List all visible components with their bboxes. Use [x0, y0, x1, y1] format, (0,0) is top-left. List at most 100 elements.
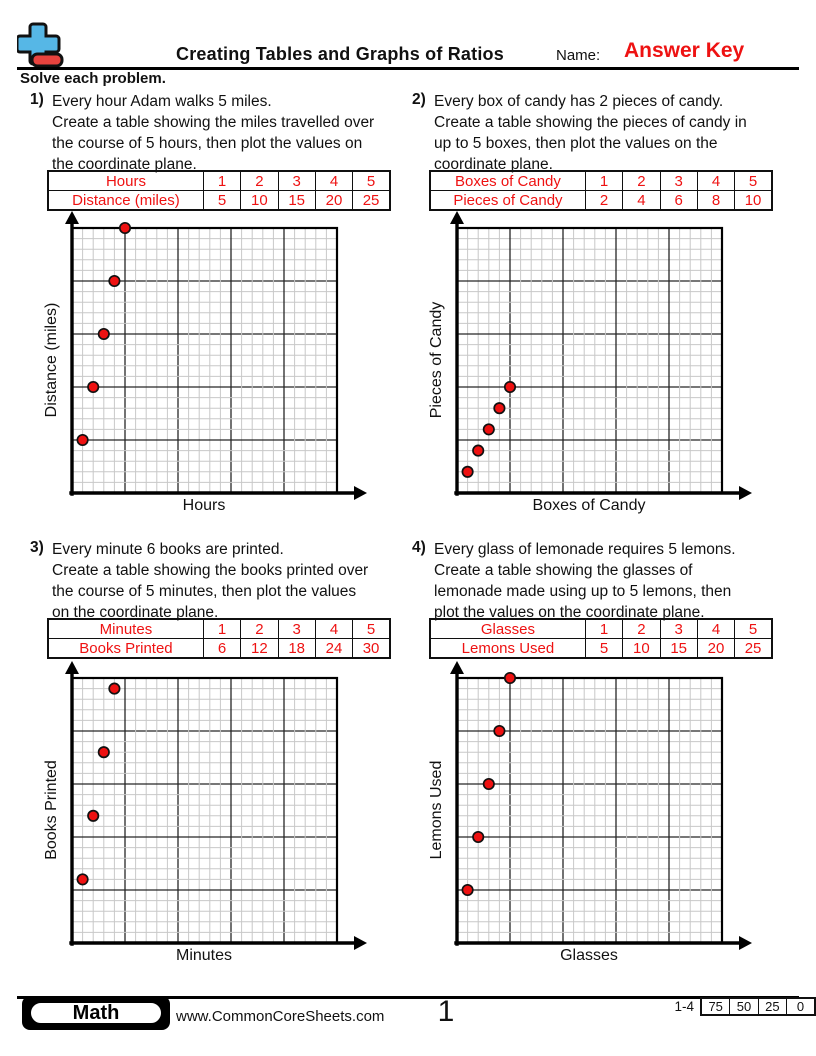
cell: 1 — [202, 170, 242, 191]
cell: 4 — [314, 618, 354, 639]
grid-border — [455, 676, 724, 945]
ratio-table-4: Glasses 1 2 3 4 5 Lemons Used 5 10 15 20… — [429, 618, 773, 659]
cell: 4 — [696, 170, 736, 191]
grid-lines — [456, 677, 723, 944]
coordinate-plane-4: Glasses Lemons Used — [428, 661, 752, 964]
grid-lines — [456, 227, 723, 494]
cell: 5 — [202, 190, 242, 211]
row-label: Distance (miles) — [47, 190, 204, 211]
cell: 2 — [622, 170, 661, 191]
y-axis-arrow-icon — [65, 661, 79, 674]
cell: 1 — [202, 618, 242, 639]
plotted-point — [108, 274, 121, 288]
cell: 1 — [584, 170, 624, 191]
score-cell: 0 — [786, 997, 816, 1016]
ratio-table-2: Boxes of Candy 1 2 3 4 5 Pieces of Candy… — [429, 170, 773, 211]
text-line: the coordinate plane. — [52, 156, 197, 173]
plotted-point — [87, 809, 100, 822]
table-row: Minutes 1 2 3 4 5 — [47, 618, 391, 639]
plotted-point — [472, 830, 485, 844]
cell: 4 — [622, 190, 661, 211]
instruction-text: Solve each problem. — [20, 70, 166, 87]
website-url: www.CommonCoreSheets.com — [176, 1008, 385, 1025]
table-row: Lemons Used 5 10 15 20 25 — [429, 638, 773, 659]
problem-text: Every hour Adam walks 5 miles. Create a … — [52, 91, 374, 175]
text-line: Every glass of lemonade requires 5 lemon… — [434, 541, 736, 558]
row-label: Pieces of Candy — [429, 190, 586, 211]
cell: 5 — [734, 170, 773, 191]
data-points — [461, 671, 517, 897]
plotted-point — [493, 402, 506, 415]
grid-lines — [71, 227, 338, 494]
text-line: lemonade made using up to 5 lemons, then — [434, 583, 732, 600]
text-line: Create a table showing the miles travell… — [52, 114, 375, 131]
plotted-point — [482, 777, 495, 791]
cell: 10 — [622, 638, 661, 659]
cell: 2 — [622, 618, 661, 639]
score-cell: 75 — [700, 997, 731, 1016]
data-points — [461, 380, 517, 478]
cell: 5 — [734, 618, 773, 639]
problem-1: 1) Every hour Adam walks 5 miles. Create… — [30, 91, 374, 175]
x-axis-arrow-icon — [739, 936, 752, 950]
grid-border — [70, 226, 339, 495]
data-points — [76, 682, 121, 886]
text-line: up to 5 boxes, then plot the values on t… — [434, 135, 718, 152]
plotted-point — [76, 873, 89, 886]
cell: 20 — [696, 638, 736, 659]
problem-text: Every box of candy has 2 pieces of candy… — [434, 91, 747, 175]
cell: 10 — [240, 190, 279, 211]
cell: 1 — [584, 618, 624, 639]
subject-label: Math — [72, 1001, 120, 1024]
cell: 3 — [277, 170, 316, 191]
text-line: Every hour Adam walks 5 miles. — [52, 93, 272, 110]
grid-border — [70, 676, 339, 945]
plotted-point — [503, 380, 517, 394]
text-line: plot the values on the coordinate plane. — [434, 604, 705, 621]
cell: 25 — [352, 190, 391, 211]
text-line: Create a table showing the glasses of — [434, 562, 693, 579]
text-line: coordinate plane. — [434, 156, 553, 173]
cell: 15 — [659, 638, 698, 659]
plotted-point — [493, 724, 506, 738]
row-label: Lemons Used — [429, 638, 586, 659]
plotted-point — [97, 327, 110, 341]
cell: 3 — [659, 170, 698, 191]
score-cell: 25 — [757, 997, 788, 1016]
problem-number: 2) — [412, 91, 426, 108]
x-axis-label: Glasses — [560, 947, 618, 964]
data-points — [76, 221, 132, 447]
problem-text: Every glass of lemonade requires 5 lemon… — [434, 539, 736, 623]
y-axis-label: Lemons Used — [428, 761, 445, 860]
x-axis-arrow-icon — [354, 936, 367, 950]
plotted-point — [461, 465, 474, 478]
answer-key-text: Answer Key — [624, 39, 745, 62]
table-row: Boxes of Candy 1 2 3 4 5 — [429, 170, 773, 191]
grid-border — [455, 226, 724, 495]
plotted-point — [503, 671, 517, 685]
text-line: on the coordinate plane. — [52, 604, 219, 621]
problem-4: 4) Every glass of lemonade requires 5 le… — [412, 539, 736, 623]
cell: 2 — [584, 190, 624, 211]
x-axis-label: Boxes of Candy — [533, 497, 646, 514]
plotted-point — [108, 682, 121, 695]
cell: 25 — [734, 638, 773, 659]
ratio-table-1: Hours 1 2 3 4 5 Distance (miles) 5 10 15… — [47, 170, 391, 211]
table-row: 75 50 25 0 — [700, 997, 816, 1016]
table-row: Pieces of Candy 2 4 6 8 10 — [429, 190, 773, 211]
cell: 5 — [352, 618, 391, 639]
grid-lines — [71, 677, 338, 944]
table-row: Hours 1 2 3 4 5 — [47, 170, 391, 191]
plotted-point — [76, 433, 89, 447]
row-label: Glasses — [429, 618, 586, 639]
coordinate-plane-3: Minutes Books Printed — [43, 661, 367, 964]
footer-divider — [17, 996, 799, 999]
plotted-point — [97, 746, 110, 759]
x-axis-label: Hours — [183, 497, 226, 514]
subject-pill: Math — [28, 1000, 164, 1026]
y-axis-label: Distance (miles) — [43, 303, 60, 418]
row-label: Boxes of Candy — [429, 170, 586, 191]
y-axis-arrow-icon — [65, 211, 79, 224]
cell: 12 — [240, 638, 279, 659]
